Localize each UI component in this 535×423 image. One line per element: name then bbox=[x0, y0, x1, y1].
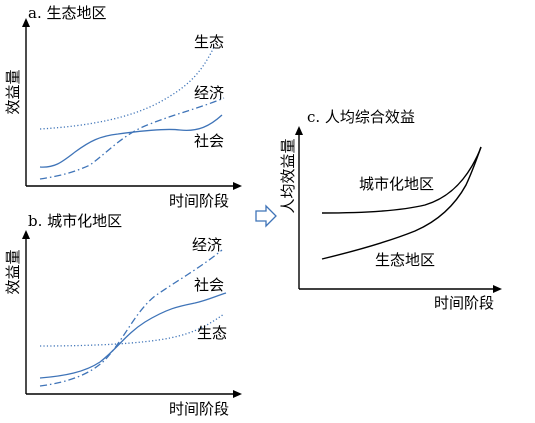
panel-b-label-ecology: 生态 bbox=[197, 324, 227, 342]
panel-b-x-arrow-icon bbox=[233, 390, 242, 398]
panel-b-title: b. 城市化地区 bbox=[28, 212, 122, 230]
panel-c-ylabel: 人均效益量 bbox=[279, 138, 297, 213]
panel-b-curve-ecology bbox=[39, 313, 225, 347]
panel-a-curve-ecology bbox=[39, 46, 215, 130]
transition-arrow-icon bbox=[255, 204, 277, 228]
panel-c-curve-ecological bbox=[321, 146, 482, 260]
panel-a-ylabel: 效益量 bbox=[4, 69, 22, 114]
panel-a-curve-economy bbox=[39, 97, 225, 180]
panel-a-label-ecology: 生态 bbox=[194, 33, 224, 51]
panel-a-x-arrow-icon bbox=[233, 182, 242, 190]
panel-b-label-economy: 经济 bbox=[192, 236, 222, 254]
panel-a-curve-society bbox=[39, 114, 223, 168]
panel-c: c. 人均综合效益 人均效益量 时间阶段 城市化地区 生态地区 bbox=[279, 108, 502, 312]
panel-a-label-society: 社会 bbox=[194, 132, 224, 150]
panel-b-label-society: 社会 bbox=[194, 276, 224, 294]
panel-c-title: c. 人均综合效益 bbox=[307, 108, 415, 126]
panel-b-curve-economy bbox=[39, 249, 223, 387]
panel-b-xlabel: 时间阶段 bbox=[169, 400, 229, 418]
panel-c-xlabel: 时间阶段 bbox=[434, 294, 494, 312]
panel-c-label-urban: 城市化地区 bbox=[359, 175, 434, 193]
panel-c-label-ecological: 生态地区 bbox=[375, 251, 435, 269]
panel-c-y-arrow-icon bbox=[295, 126, 303, 135]
panel-c-x-arrow-icon bbox=[493, 285, 502, 293]
panel-a-label-economy: 经济 bbox=[194, 84, 224, 102]
panel-a-y-arrow-icon bbox=[22, 18, 30, 27]
panel-b-ylabel: 效益量 bbox=[4, 249, 22, 294]
panel-a-xlabel: 时间阶段 bbox=[169, 192, 229, 210]
panel-b-y-arrow-icon bbox=[22, 230, 30, 239]
panel-a-title: a. 生态地区 bbox=[28, 4, 106, 22]
panel-b-curve-society bbox=[39, 292, 227, 379]
panel-b: b. 城市化地区 效益量 时间阶段 经济 社会 生态 bbox=[4, 212, 242, 418]
panel-a: a. 生态地区 效益量 时间阶段 生态 经济 社会 bbox=[4, 4, 242, 210]
